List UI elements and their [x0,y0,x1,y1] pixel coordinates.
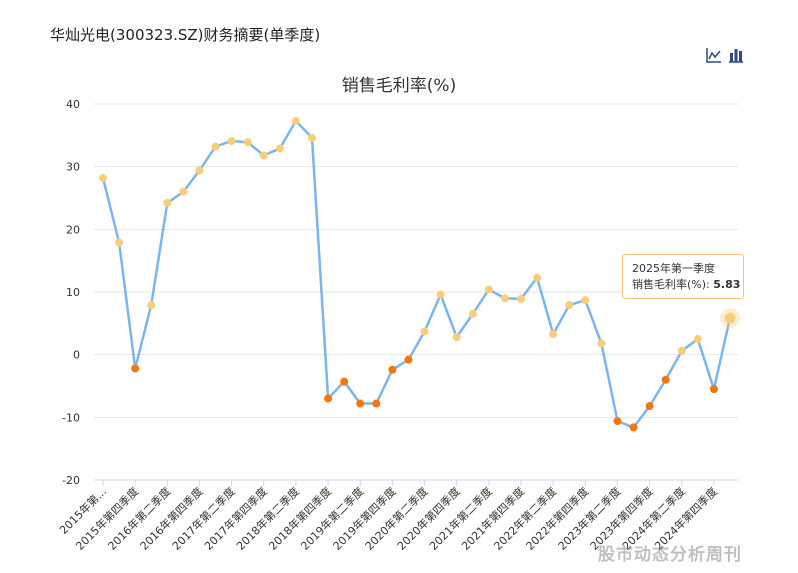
data-point[interactable] [259,151,268,160]
data-point[interactable] [99,173,107,182]
bar-chart-icon[interactable] [728,47,744,63]
watermark: 股市动态分析周刊 [598,545,742,565]
data-point[interactable] [645,402,654,411]
data-point[interactable] [372,399,381,408]
tooltip-series: 销售毛利率(%): [632,278,710,291]
data-point[interactable] [324,394,333,403]
y-tick-label: 40 [66,98,80,111]
data-point[interactable] [388,365,397,374]
y-axis-ticks: 40 30 20 10 0 -10 -20 [62,98,80,487]
data-point[interactable] [533,273,542,282]
data-point[interactable] [452,333,461,342]
data-point[interactable] [211,142,220,151]
data-point[interactable] [565,301,574,310]
data-point[interactable] [709,385,718,394]
data-point[interactable] [356,399,365,408]
data-point[interactable] [613,417,622,426]
tooltip-value-row: 销售毛利率(%): 5.83 [632,277,743,293]
data-point[interactable] [308,133,316,142]
data-point[interactable] [195,166,204,175]
data-point[interactable] [661,375,670,384]
data-point[interactable] [693,335,702,343]
data-point[interactable] [163,199,172,208]
data-point[interactable] [597,339,606,348]
data-point[interactable] [420,327,429,336]
data-point[interactable] [484,285,493,294]
tooltip: 2025年第一季度 销售毛利率(%): 5.83 [622,254,744,299]
y-tick-label: -10 [62,411,80,424]
line-chart-icon[interactable] [706,47,722,63]
y-tick-label: -20 [62,474,80,487]
chart-type-toolbar [706,47,744,63]
chart-title: 销售毛利率(%) [341,76,457,96]
series-line [101,119,732,429]
data-point[interactable] [227,136,236,145]
data-point[interactable] [468,309,477,318]
data-point[interactable] [500,294,509,303]
series-markers [99,116,740,432]
tooltip-value: 5.83 [713,278,741,291]
y-tick-label: 30 [66,161,80,174]
y-tick-label: 0 [73,349,80,362]
data-point[interactable] [581,296,590,305]
data-point[interactable] [404,355,413,364]
data-point[interactable] [340,377,349,386]
data-point[interactable] [517,294,525,303]
data-point[interactable] [131,364,140,373]
data-point[interactable] [549,329,558,338]
data-point[interactable] [147,301,156,310]
data-point[interactable] [291,116,300,125]
y-tick-label: 20 [66,223,80,236]
data-point[interactable] [115,238,124,247]
tooltip-label: 2025年第一季度 [632,262,715,275]
data-point[interactable] [243,138,252,147]
data-point[interactable] [179,187,188,196]
data-point[interactable] [629,423,638,432]
page-title: 华灿光电(300323.SZ)财务摘要(单季度) [50,26,321,44]
data-point[interactable] [436,290,445,299]
data-point[interactable] [275,144,284,153]
data-point[interactable] [677,346,686,355]
y-tick-label: 10 [66,286,80,299]
data-point[interactable] [724,312,736,324]
